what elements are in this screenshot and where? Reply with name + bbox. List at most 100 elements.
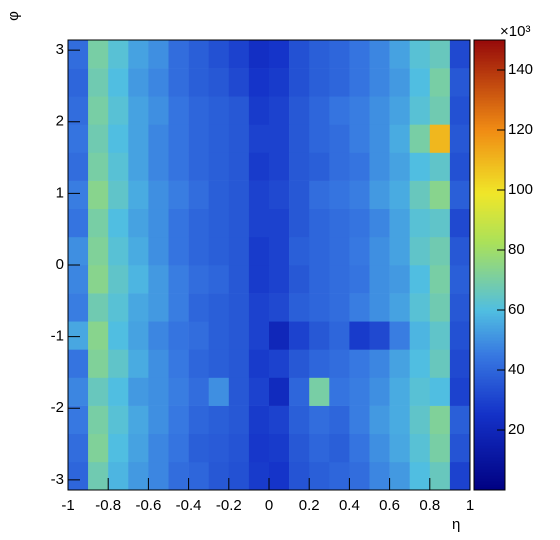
heatmap-cell (208, 208, 230, 238)
x-tick-label: 1 (466, 497, 474, 514)
colorbar-segment (474, 448, 505, 452)
heatmap-cell (289, 124, 310, 153)
heatmap-cell (329, 265, 350, 294)
heatmap-cell (248, 293, 270, 322)
heatmap-cell (309, 96, 330, 125)
heatmap-cell (289, 40, 310, 69)
colorbar-segment (474, 190, 505, 194)
heatmap-cell (269, 405, 290, 435)
colorbar-segment (474, 79, 505, 83)
colorbar-segment (474, 109, 505, 113)
colorbar-segment (474, 391, 505, 395)
heatmap-cell (309, 124, 330, 153)
heatmap-cell (269, 265, 290, 294)
heatmap-cell (409, 236, 431, 266)
heatmap-cell (68, 433, 89, 463)
heatmap-cell (188, 321, 209, 350)
heatmap-cell (369, 152, 390, 181)
heatmap-cell (248, 180, 270, 210)
heatmap-cell (409, 208, 431, 238)
colorbar-segment (474, 379, 505, 383)
colorbar-segment (474, 262, 505, 266)
heatmap-cell (188, 433, 209, 463)
heatmap-cell (429, 349, 451, 378)
y-tick-label: -1 (51, 328, 64, 345)
colorbar-segment (474, 52, 505, 56)
heatmap-cell (248, 124, 270, 153)
heatmap-cell (228, 40, 250, 69)
heatmap-cell (289, 461, 310, 491)
heatmap-cell (228, 236, 250, 266)
heatmap-cell (429, 293, 451, 322)
heatmap-cell (289, 321, 310, 350)
heatmap-cell (349, 349, 370, 378)
colorbar-segment (474, 142, 505, 146)
heatmap-cell (349, 236, 370, 266)
heatmap-cell (168, 208, 189, 238)
heatmap-cell (389, 96, 410, 125)
heatmap-cell (108, 180, 129, 210)
heatmap-cell (208, 236, 230, 266)
colorbar-segment (474, 40, 505, 44)
heatmap-cell (429, 124, 451, 153)
x-tick-label: 0.6 (379, 497, 400, 514)
heatmap-cell (409, 152, 431, 181)
heatmap-cell (409, 124, 431, 153)
heatmap-cell (248, 461, 270, 491)
colorbar-segment (474, 226, 505, 230)
colorbar-segment (474, 358, 505, 362)
colorbar-segment (474, 421, 505, 425)
heatmap-cell (128, 461, 149, 491)
heatmap-cell (188, 152, 209, 181)
heatmap-cell (429, 377, 451, 406)
colorbar-segment (474, 385, 505, 389)
heatmap-cell (329, 208, 350, 238)
colorbar-segment (474, 220, 505, 224)
colorbar-segment (474, 289, 505, 293)
heatmap-cell (128, 208, 149, 238)
heatmap-cell (269, 293, 290, 322)
colorbar-segment (474, 211, 505, 215)
colorbar-segment (474, 373, 505, 377)
heatmap-cell (88, 293, 109, 322)
colorbar-segment (474, 406, 505, 410)
x-tick-label: 0 (265, 497, 273, 514)
heatmap-cell (68, 180, 89, 210)
heatmap-cell (309, 349, 330, 378)
heatmap-cell (389, 349, 410, 378)
heatmap-cell (168, 461, 189, 491)
heatmap-cell (88, 40, 109, 69)
heatmap-cell (389, 124, 410, 153)
colorbar-segment (474, 427, 505, 431)
colorbar-segment (474, 439, 505, 443)
heatmap-cell (329, 124, 350, 153)
colorbar-segment (474, 61, 505, 65)
heatmap-cell (208, 293, 230, 322)
colorbar-segment (474, 187, 505, 191)
colorbar-segment (474, 247, 505, 251)
heatmap-cell (309, 180, 330, 210)
heatmap-cell (349, 265, 370, 294)
heatmap-cell (289, 293, 310, 322)
colorbar-segment (474, 166, 505, 170)
colorbar-segment (474, 124, 505, 128)
heatmap-cell (349, 377, 370, 406)
colorbar-segment (474, 160, 505, 164)
heatmap-cell (188, 96, 209, 125)
heatmap-cell (269, 433, 290, 463)
heatmap-cell (168, 96, 189, 125)
heatmap-cell (168, 293, 189, 322)
heatmap-cell (68, 68, 89, 97)
colorbar-frame (473, 39, 506, 491)
heatmap-cell (68, 293, 89, 322)
colorbar-segment (474, 157, 505, 161)
heatmap-cell (68, 349, 89, 378)
heatmap-cell (449, 405, 471, 435)
colorbar-segment (474, 397, 505, 401)
colorbar-segment (474, 400, 505, 404)
colorbar-segment (474, 454, 505, 458)
heatmap-cell (68, 265, 89, 294)
colorbar-segment (474, 73, 505, 77)
colorbar-segment (474, 196, 505, 200)
y-tick-label: 3 (56, 41, 64, 58)
